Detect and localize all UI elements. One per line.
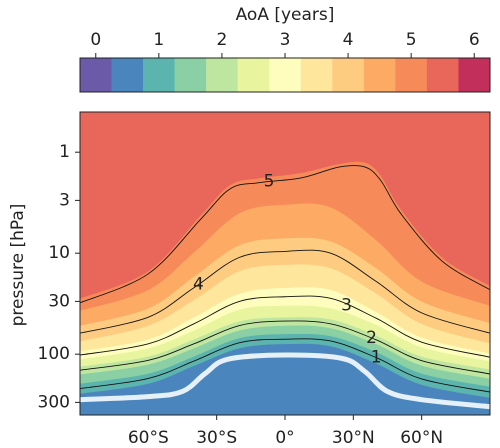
- x-tick-label: 60°N: [400, 428, 443, 448]
- colorbar-tick-label: 6: [469, 30, 480, 50]
- colorbar-bin: [237, 58, 270, 92]
- y-tick-label: 1: [59, 142, 70, 162]
- contour-label: 5: [264, 172, 275, 192]
- colorbar-bin: [143, 58, 175, 92]
- tropopause-line: [80, 352, 490, 410]
- contour-label: 3: [341, 295, 352, 315]
- y-tick-label: 30: [48, 291, 70, 311]
- x-tick-label: 60°S: [128, 428, 169, 448]
- y-tick-label: 100: [38, 344, 70, 364]
- y-axis-label: pressure [hPa]: [8, 204, 28, 327]
- colorbar-bin: [111, 58, 144, 92]
- colorbar-bin: [174, 58, 207, 92]
- contour-label: 2: [366, 328, 377, 348]
- colorbar-tick-label: 5: [406, 30, 417, 50]
- colorbar-tick-label: 3: [280, 30, 291, 50]
- contour-lines: 123 4 5: [80, 164, 490, 410]
- contour-line: [80, 164, 490, 304]
- x-tick-label: 0°: [275, 428, 294, 448]
- y-tick-label: 300: [38, 392, 70, 412]
- contour-line: [80, 295, 490, 358]
- contour-fills: [80, 112, 490, 415]
- colorbar-tick-label: 0: [90, 30, 101, 50]
- y-tick-label: 3: [59, 190, 70, 210]
- colorbar-bin: [458, 58, 491, 92]
- x-tick-label: 30°S: [196, 428, 237, 448]
- contour-label: 1: [371, 348, 382, 368]
- colorbar-bin: [206, 58, 238, 92]
- colorbar-tick-label: 4: [343, 30, 354, 50]
- colorbar-bin: [363, 58, 396, 92]
- colorbar-tick-label: 1: [153, 30, 164, 50]
- contour-line: [80, 338, 490, 393]
- colorbar-bin: [300, 58, 333, 92]
- contour-line: [80, 249, 490, 334]
- y-tick-label: 10: [48, 243, 70, 263]
- colorbar-bin: [80, 58, 112, 92]
- colorbar-bin: [395, 58, 428, 92]
- x-tick-label: 30°N: [332, 428, 375, 448]
- colorbar-label: AoA [years]: [236, 5, 335, 25]
- contour-fill: [80, 112, 490, 299]
- contour-line: [80, 320, 490, 375]
- colorbar-tick-label: 2: [217, 30, 228, 50]
- colorbar-bin: [426, 58, 459, 92]
- colorbar-bin: [332, 58, 365, 92]
- contour-label: 4: [193, 275, 204, 295]
- colorbar-bin: [269, 58, 302, 92]
